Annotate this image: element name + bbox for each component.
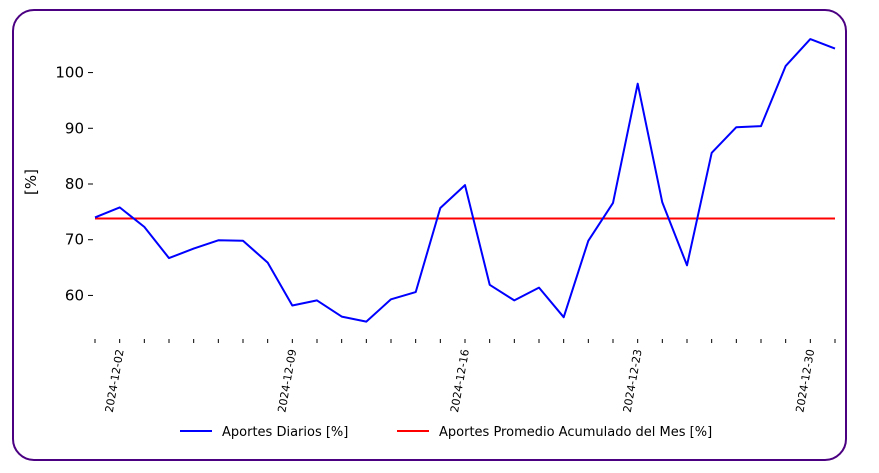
- series-layer: [94, 38, 836, 323]
- y-axis-label: [%]: [22, 169, 40, 195]
- series-line-daily: [94, 38, 836, 323]
- x-axis: 2024-12-02 2024-12-09 2024-12-16 2024-12-23…: [94, 339, 836, 413]
- x-tick-label: 2024-12-09: [275, 348, 299, 413]
- legend: Aportes Diarios [%] Aportes Promedio Acu…: [180, 425, 712, 440]
- x-tick-label: 2024-12-02: [103, 348, 127, 413]
- x-tick-label: 2024-12-23: [621, 348, 645, 413]
- y-axis: 60 70 80 90 100: [55, 64, 93, 304]
- y-tick-label: 100: [55, 64, 84, 82]
- x-tick-label: 2024-12-30: [793, 348, 817, 413]
- y-tick-label: 60: [65, 286, 84, 304]
- y-tick-label: 70: [65, 231, 84, 249]
- y-tick-label: 90: [65, 119, 84, 137]
- legend-label-average: Aportes Promedio Acumulado del Mes [%]: [439, 425, 712, 440]
- legend-label-daily: Aportes Diarios [%]: [222, 425, 348, 440]
- y-tick-label: 80: [65, 175, 84, 193]
- x-tick-label: 2024-12-16: [448, 348, 472, 413]
